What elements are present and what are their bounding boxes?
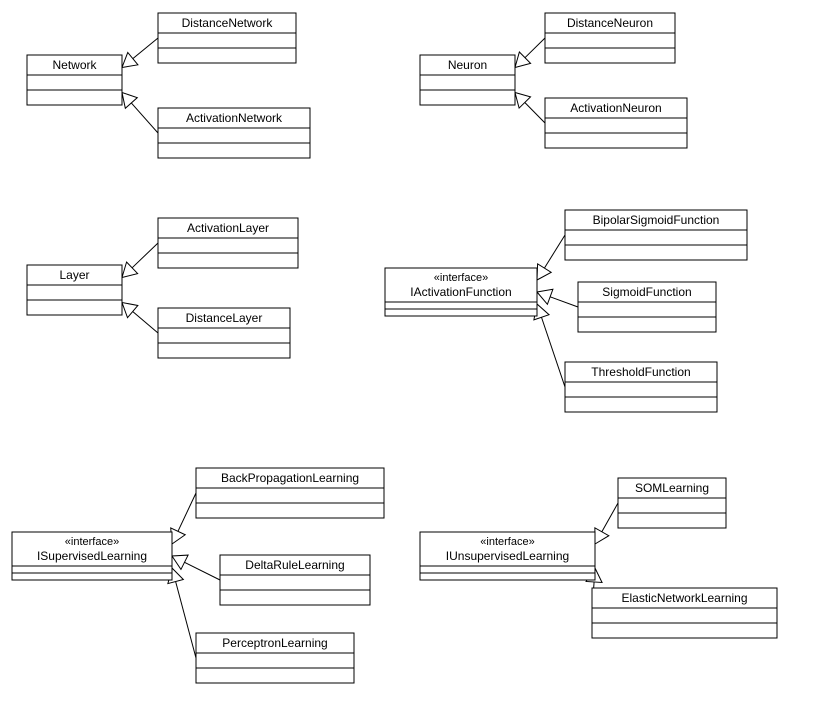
class-title: ActivationNetwork: [186, 111, 283, 125]
stereotype-label: «interface»: [65, 536, 119, 548]
edge-line: [133, 312, 158, 333]
class-DistanceNetwork: DistanceNetwork: [158, 13, 296, 63]
edge-line: [550, 297, 578, 307]
edge-line: [178, 493, 196, 531]
edge-line: [133, 38, 158, 59]
class-ThresholdFunction: ThresholdFunction: [565, 362, 717, 412]
class-ActivationNetwork: ActivationNetwork: [158, 108, 310, 158]
generalization-arrowhead: [122, 303, 138, 318]
class-title: PerceptronLearning: [222, 636, 327, 650]
edge-line: [602, 503, 618, 532]
class-title: DistanceLayer: [186, 311, 263, 325]
uml-diagram: Network DistanceNetwork ActivationNetwork N…: [0, 0, 832, 717]
class-Network: Network: [27, 55, 122, 105]
edge-line: [176, 582, 196, 658]
edge-line: [132, 243, 158, 268]
class-title: DeltaRuleLearning: [245, 558, 344, 572]
generalization-arrowhead: [537, 289, 553, 304]
class-ISupervisedLearning: «interface»ISupervisedLearning: [12, 532, 172, 580]
class-DeltaRuleLearning: DeltaRuleLearning: [220, 555, 370, 605]
class-ActivationNeuron: ActivationNeuron: [545, 98, 687, 148]
class-PerceptronLearning: PerceptronLearning: [196, 633, 354, 683]
class-title: IUnsupervisedLearning: [446, 549, 569, 563]
class-DistanceLayer: DistanceLayer: [158, 308, 290, 358]
class-BipolarSigmoidFunction: BipolarSigmoidFunction: [565, 210, 747, 260]
class-title: ThresholdFunction: [591, 365, 690, 379]
class-Neuron: Neuron: [420, 55, 515, 105]
class-title: BackPropagationLearning: [221, 471, 359, 485]
generalization-arrowhead: [537, 264, 551, 280]
class-title: ActivationNeuron: [570, 101, 661, 115]
class-BackPropagationLearning: BackPropagationLearning: [196, 468, 384, 518]
class-SigmoidFunction: SigmoidFunction: [578, 282, 716, 332]
class-title: DistanceNetwork: [182, 16, 274, 30]
class-title: ElasticNetworkLearning: [621, 591, 747, 605]
stereotype-label: «interface»: [434, 272, 488, 284]
class-IUnsupervisedLearning: «interface»IUnsupervisedLearning: [420, 532, 595, 580]
class-title: ActivationLayer: [187, 221, 269, 235]
class-title: BipolarSigmoidFunction: [593, 213, 720, 227]
edge-line: [525, 102, 545, 123]
edge-line: [544, 235, 565, 268]
class-title: Layer: [59, 268, 89, 282]
class-title: Neuron: [448, 58, 487, 72]
generalization-arrowhead: [595, 528, 609, 544]
generalization-arrowhead: [122, 52, 138, 67]
class-title: Network: [52, 58, 97, 72]
class-title: DistanceNeuron: [567, 16, 653, 30]
generalization-arrowhead: [172, 555, 188, 569]
class-title: SigmoidFunction: [602, 285, 691, 299]
edge-line: [185, 562, 220, 580]
class-title: IActivationFunction: [410, 285, 511, 299]
edge-line: [541, 317, 565, 387]
edge-line: [525, 38, 545, 58]
class-Layer: Layer: [27, 265, 122, 315]
class-ElasticNetworkLearning: ElasticNetworkLearning: [592, 588, 777, 638]
class-ActivationLayer: ActivationLayer: [158, 218, 298, 268]
class-title: SOMLearning: [635, 481, 709, 495]
generalization-arrowhead: [122, 93, 137, 109]
class-title: ISupervisedLearning: [37, 549, 147, 563]
edge-line: [131, 103, 158, 133]
class-SOMLearning: SOMLearning: [618, 478, 726, 528]
class-IActivationFunction: «interface»IActivationFunction: [385, 268, 537, 316]
stereotype-label: «interface»: [480, 536, 534, 548]
class-DistanceNeuron: DistanceNeuron: [545, 13, 675, 63]
